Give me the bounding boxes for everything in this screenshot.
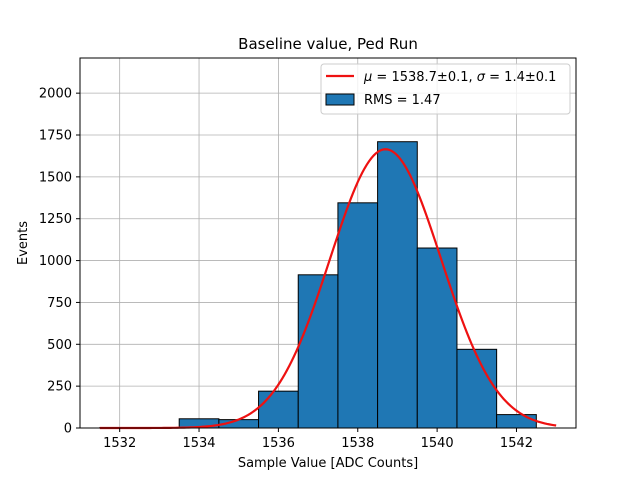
x-axis-ticks: 1532 1534 1536 1538 1540 1542 <box>103 428 533 451</box>
y-tick-label: 250 <box>47 380 72 395</box>
chart-title: Baseline value, Ped Run <box>238 35 418 53</box>
histogram-bar-7 <box>377 141 418 429</box>
legend-mu-value: = 1538.7±0.1, <box>372 70 476 85</box>
y-tick-label: 1000 <box>39 254 72 269</box>
y-tick-label: 0 <box>64 422 72 437</box>
histogram-bar-4 <box>258 390 299 429</box>
y-axis-label: Events <box>16 221 31 265</box>
histogram-bar-5 <box>297 274 339 429</box>
y-tick-label: 500 <box>47 338 72 353</box>
y-tick-label: 1750 <box>39 129 72 144</box>
x-tick-label: 1536 <box>262 436 295 451</box>
histogram-bar-9 <box>456 348 498 429</box>
y-tick-label: 1250 <box>39 212 72 227</box>
plot-frame <box>79 57 577 429</box>
x-axis-label: Sample Value [ADC Counts] <box>238 456 418 471</box>
y-tick-label: 1500 <box>39 170 72 185</box>
histogram-bar-10 <box>496 414 537 429</box>
y-axis-ticks: 0 250 500 750 1000 1250 1500 1750 2000 <box>39 87 80 437</box>
histogram-bar-6 <box>337 202 379 429</box>
legend-fit-label: μ = 1538.7±0.1, σ = 1.4±0.1 <box>363 70 556 85</box>
legend-sigma-symbol: σ <box>477 70 486 85</box>
x-tick-label: 1538 <box>341 436 374 451</box>
x-tick-label: 1542 <box>500 436 533 451</box>
y-tick-label: 750 <box>47 296 72 311</box>
legend-hist-swatch <box>325 93 355 106</box>
y-tick-label: 2000 <box>39 87 72 102</box>
x-tick-label: 1540 <box>421 436 454 451</box>
legend-hist-label: RMS = 1.47 <box>364 93 441 108</box>
x-tick-label: 1532 <box>103 436 136 451</box>
legend-sigma-value: = 1.4±0.1 <box>485 70 556 85</box>
legend: μ = 1538.7±0.1, σ = 1.4±0.1 RMS = 1.47 <box>320 63 571 115</box>
legend-box <box>320 63 571 115</box>
legend-mu-symbol: μ <box>363 70 372 85</box>
histogram-bar-8 <box>416 247 458 429</box>
x-tick-label: 1534 <box>182 436 215 451</box>
